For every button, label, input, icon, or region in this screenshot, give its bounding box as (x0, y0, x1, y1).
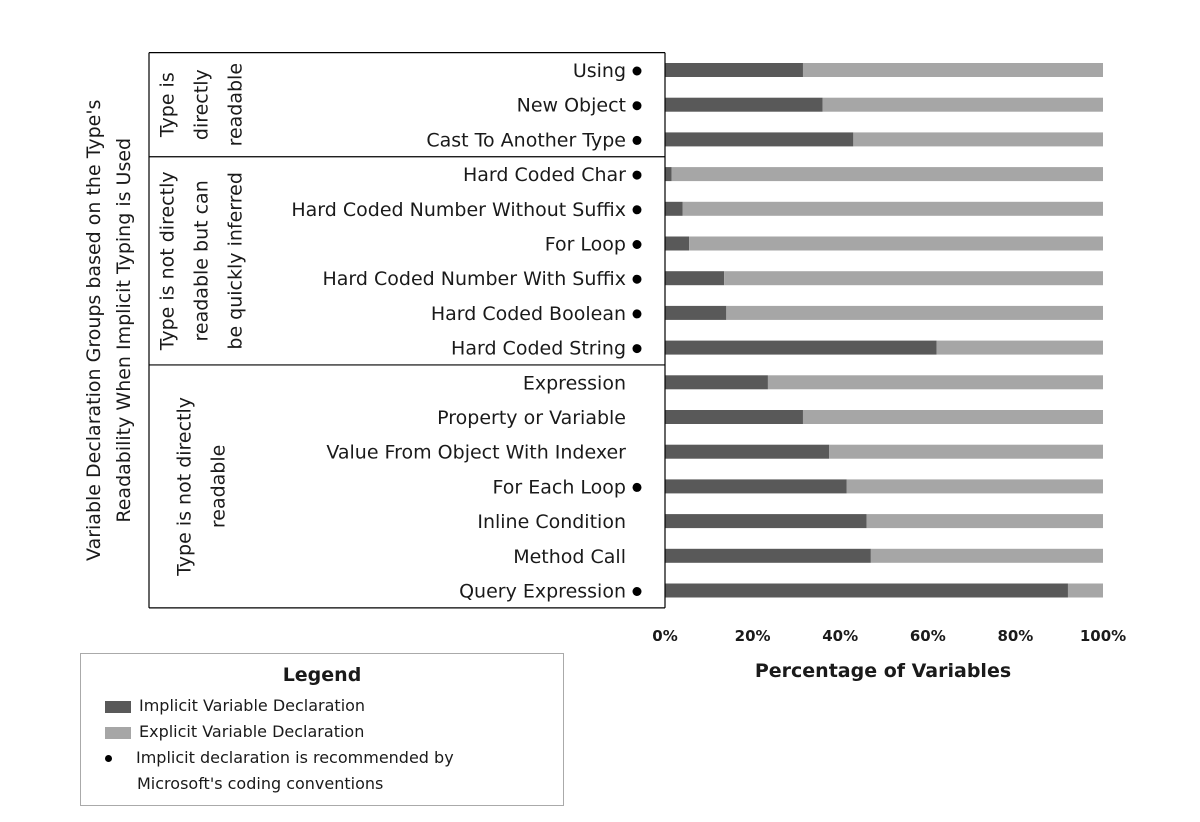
recommended-dot-hard-coded-string (632, 344, 642, 354)
category-label-inline-condition: Inline Condition (477, 511, 626, 533)
legend-swatch-implicit (105, 700, 131, 713)
group-label-1-line-3: readable (225, 63, 247, 146)
bar-implicit-hard-coded-number-with-suffix (665, 271, 725, 286)
bar-explicit-expression (767, 375, 1103, 390)
bar-implicit-property-or-variable (665, 410, 803, 424)
recommended-dot-hard-coded-number-with-suffix (632, 274, 642, 284)
recommended-dot-hard-coded-boolean (632, 309, 642, 319)
group-label-3-line-2: readable (208, 445, 230, 528)
bar-explicit-for-each-loop (846, 479, 1103, 494)
recommended-dot-hard-coded-char (632, 170, 642, 180)
bar-implicit-new-object (665, 97, 823, 112)
bar-implicit-inline-condition (665, 514, 867, 529)
bar-explicit-hard-coded-number-without-suffix (682, 201, 1103, 216)
recommended-dot-using (632, 66, 642, 76)
bar-explicit-query-expression (1067, 583, 1103, 598)
x-tick-label-2: 40% (822, 627, 858, 645)
category-label-hard-coded-char: Hard Coded Char (463, 164, 626, 186)
legend-label-explicit: Explicit Variable Declaration (139, 722, 365, 741)
bar-explicit-method-call (870, 548, 1103, 563)
group-label-1-line-2: directly (191, 69, 213, 140)
category-label-property-or-variable: Property or Variable (437, 407, 626, 429)
bar-implicit-hard-coded-char (665, 167, 672, 182)
category-label-hard-coded-number-with-suffix: Hard Coded Number With Suffix (322, 268, 626, 290)
legend-swatch-explicit (105, 726, 131, 739)
category-label-hard-coded-boolean: Hard Coded Boolean (431, 303, 626, 325)
bar-explicit-inline-condition (866, 514, 1103, 529)
legend-box: Legend Implicit Variable Declaration Exp… (80, 653, 564, 806)
category-label-cast-to-another-type: Cast To Another Type (426, 129, 626, 151)
bar-explicit-new-object (822, 97, 1103, 112)
recommended-dot-cast-to-another-type (632, 135, 642, 145)
bar-explicit-hard-coded-char (671, 167, 1103, 182)
bar-implicit-method-call (665, 548, 871, 563)
recommended-dot-for-loop (632, 240, 642, 249)
legend-title: Legend (282, 664, 362, 686)
y-axis-label-line-1: Variable Declaration Groups based on the… (83, 100, 105, 561)
bar-implicit-query-expression (665, 583, 1068, 598)
legend-dot-line2: Microsoft's coding conventions (137, 774, 384, 793)
legend-item-dot: Implicit declaration is recommended by (105, 748, 454, 767)
bar-explicit-property-or-variable (802, 410, 1103, 424)
bar-explicit-hard-coded-boolean (726, 305, 1103, 320)
x-tick-label-3: 60% (910, 627, 946, 645)
group-label-2-line-1: Type is not directly (157, 171, 179, 351)
legend-item-implicit: Implicit Variable Declaration (105, 696, 365, 715)
bar-implicit-hard-coded-number-without-suffix (665, 201, 683, 216)
y-axis-label-line-2: Readability When Implicit Typing is Used (113, 138, 135, 523)
x-tick-label-0: 0% (652, 627, 677, 645)
recommended-dot-hard-coded-number-without-suffix (632, 205, 642, 215)
group-label-2-line-3: be quickly inferred (225, 172, 247, 350)
bar-implicit-using (665, 63, 803, 77)
bar-implicit-value-from-object-with-indexer (665, 444, 830, 459)
recommended-dot-query-expression (632, 587, 642, 596)
recommended-dot-for-each-loop (632, 482, 642, 492)
legend-item-explicit: Explicit Variable Declaration (105, 722, 364, 741)
x-tick-label-4: 80% (997, 627, 1033, 645)
bar-explicit-hard-coded-string (936, 340, 1103, 355)
bar-implicit-expression (665, 375, 768, 390)
bar-explicit-using (802, 63, 1103, 77)
x-axis-label: Percentage of Variables (755, 660, 1011, 682)
category-label-hard-coded-number-without-suffix: Hard Coded Number Without Suffix (291, 199, 626, 221)
legend-dot-line1: Implicit declaration is recommended by (136, 748, 454, 767)
category-label-for-loop: For Loop (545, 234, 626, 256)
x-tick-label-5: 100% (1080, 627, 1126, 645)
category-label-for-each-loop: For Each Loop (493, 476, 626, 498)
bar-explicit-for-loop (689, 236, 1103, 251)
bar-implicit-for-loop (665, 236, 690, 251)
bar-explicit-value-from-object-with-indexer (829, 444, 1103, 459)
category-label-method-call: Method Call (513, 546, 626, 568)
category-label-new-object: New Object (517, 95, 626, 117)
bar-explicit-cast-to-another-type (853, 132, 1103, 147)
x-tick-label-1: 20% (735, 627, 771, 645)
group-label-1-line-1: Type is (157, 72, 179, 138)
bar-implicit-cast-to-another-type (665, 132, 854, 147)
recommended-dot-new-object (632, 101, 642, 111)
bar-implicit-hard-coded-boolean (665, 305, 727, 320)
category-label-hard-coded-string: Hard Coded String (451, 338, 626, 360)
bar-implicit-hard-coded-string (665, 340, 937, 355)
category-label-value-from-object-with-indexer: Value From Object With Indexer (326, 442, 626, 464)
group-label-3-line-1: Type is not directly (174, 397, 196, 577)
group-label-2-line-2: readable but can (191, 180, 213, 341)
category-label-expression: Expression (523, 372, 626, 394)
category-label-using: Using (573, 60, 626, 82)
bar-explicit-hard-coded-number-with-suffix (724, 271, 1103, 286)
legend-label-implicit: Implicit Variable Declaration (139, 696, 366, 715)
category-label-query-expression: Query Expression (459, 581, 626, 603)
legend-dot-icon (105, 755, 112, 762)
bar-implicit-for-each-loop (665, 479, 847, 494)
